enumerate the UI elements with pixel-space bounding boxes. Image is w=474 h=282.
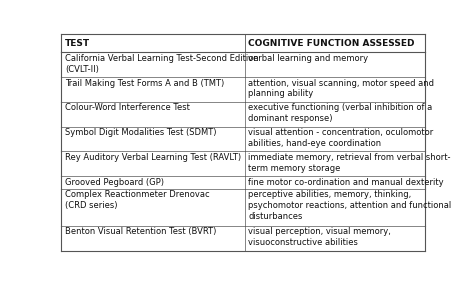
Bar [61, 151, 425, 176]
Text: TEST: TEST [65, 39, 90, 48]
Bar [61, 127, 425, 151]
Text: attention, visual scanning, motor speed and
planning ability: attention, visual scanning, motor speed … [248, 79, 434, 98]
Bar [61, 189, 425, 226]
Text: Trail Making Test Forms A and B (TMT): Trail Making Test Forms A and B (TMT) [65, 79, 224, 88]
Bar [61, 34, 425, 52]
Text: fine motor co-ordination and manual dexterity: fine motor co-ordination and manual dext… [248, 178, 444, 187]
Bar [61, 226, 425, 250]
Text: immediate memory, retrieval from verbal short-
term memory storage: immediate memory, retrieval from verbal … [248, 153, 451, 173]
Text: verbal learning and memory: verbal learning and memory [248, 54, 369, 63]
Text: California Verbal Learning Test-Second Edition
(CVLT-II): California Verbal Learning Test-Second E… [65, 54, 258, 74]
Bar [61, 176, 425, 189]
Text: visual perception, visual memory,
visuoconstructive abilities: visual perception, visual memory, visuoc… [248, 228, 392, 247]
Text: Complex Reactionmeter Drenovac
(CRD series): Complex Reactionmeter Drenovac (CRD seri… [65, 190, 210, 210]
Bar [61, 102, 425, 127]
Text: Colour-Word Interference Test: Colour-Word Interference Test [65, 103, 190, 113]
Text: Benton Visual Retention Test (BVRT): Benton Visual Retention Test (BVRT) [65, 228, 216, 237]
Text: executive functioning (verbal inhibition of a
dominant response): executive functioning (verbal inhibition… [248, 103, 433, 123]
Text: visual attention - concentration, oculomotor
abilities, hand-eye coordination: visual attention - concentration, oculom… [248, 128, 434, 148]
Bar [61, 77, 425, 102]
Text: Rey Auditory Verbal Learning Test (RAVLT): Rey Auditory Verbal Learning Test (RAVLT… [65, 153, 241, 162]
Bar [61, 52, 425, 77]
Text: COGNITIVE FUNCTION ASSESSED: COGNITIVE FUNCTION ASSESSED [248, 39, 415, 48]
Text: perceptive abilities, memory, thinking,
psychomotor reactions, attention and fun: perceptive abilities, memory, thinking, … [248, 190, 452, 221]
Text: Symbol Digit Modalities Test (SDMT): Symbol Digit Modalities Test (SDMT) [65, 128, 216, 137]
Text: Grooved Pegboard (GP): Grooved Pegboard (GP) [65, 178, 164, 187]
